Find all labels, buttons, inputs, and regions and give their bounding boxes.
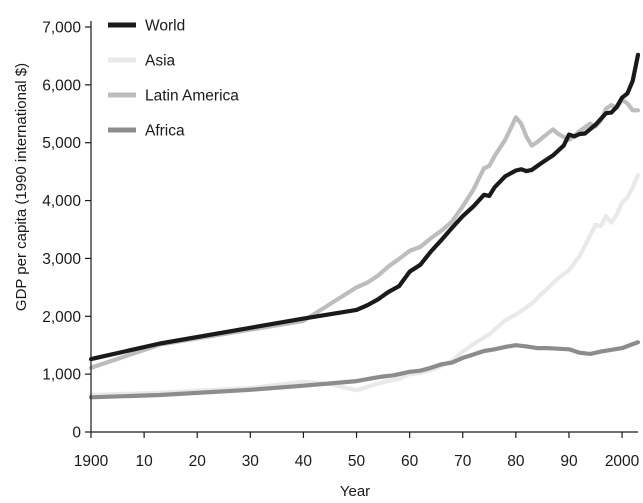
legend: World Asia Latin America Africa <box>108 18 239 140</box>
x-tick-label: 10 <box>135 453 153 470</box>
y-tick-label: 1,000 <box>42 367 81 384</box>
x-tick-label: 20 <box>189 453 207 470</box>
legend-label: Asia <box>145 53 176 70</box>
x-tick-label: 1900 <box>74 453 109 470</box>
series-lines <box>88 52 641 400</box>
x-axis-title: Year <box>340 483 370 500</box>
legend-label: Africa <box>145 123 185 140</box>
y-tick-label: 5,000 <box>42 135 81 152</box>
x-tick-label: 2000 <box>605 453 640 470</box>
x-tick-label: 30 <box>242 453 260 470</box>
y-tick-label: 4,000 <box>42 193 81 210</box>
series-line-africa <box>88 340 641 400</box>
x-tick-label: 50 <box>348 453 366 470</box>
y-tick-label: 3,000 <box>42 251 81 268</box>
y-axis-ticks: 0 1,000 2,000 3,000 4,000 5,000 6,000 7,000 <box>42 20 91 442</box>
series-line-latin-america <box>88 97 641 370</box>
x-axis-ticks: 1900 10 20 30 40 50 60 70 80 90 2000 <box>74 432 640 470</box>
y-tick-label: 7,000 <box>42 20 81 37</box>
y-axis-title: GDP per capita (1990 international $) <box>13 63 30 311</box>
y-tick-label: 6,000 <box>42 77 81 94</box>
series-line-world <box>88 52 641 362</box>
y-tick-label: 0 <box>72 425 81 442</box>
x-tick-label: 80 <box>507 453 525 470</box>
x-tick-label: 90 <box>560 453 578 470</box>
x-tick-label: 70 <box>454 453 472 470</box>
series-line-asia <box>88 173 641 398</box>
y-tick-label: 2,000 <box>42 309 81 326</box>
legend-label: World <box>145 18 185 35</box>
legend-label: Latin America <box>145 88 239 105</box>
x-tick-label: 60 <box>401 453 419 470</box>
x-tick-label: 40 <box>295 453 313 470</box>
